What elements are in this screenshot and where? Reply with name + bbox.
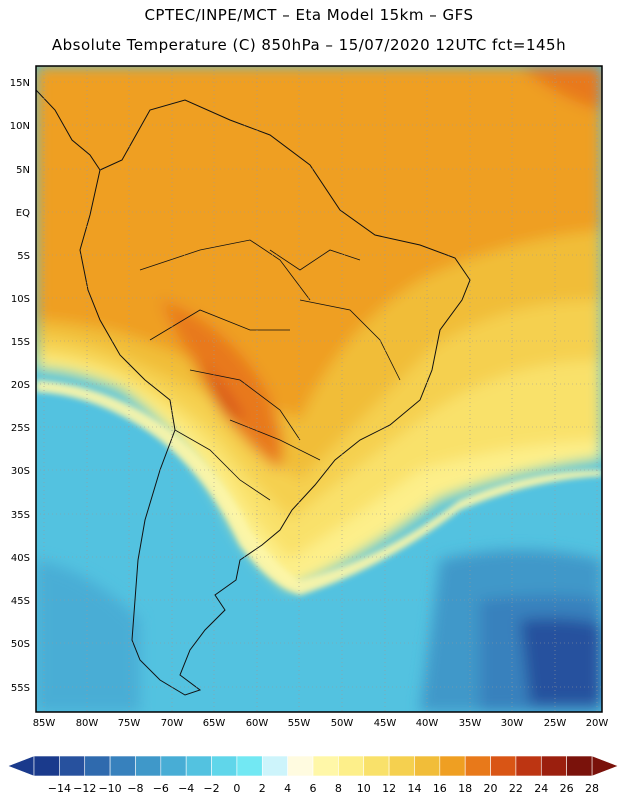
map-frame: [35, 65, 603, 713]
colorbar-max-arrow: [591, 755, 618, 777]
colorbar-swatch: [388, 755, 415, 777]
lon-label: 60W: [246, 718, 269, 729]
colorbar-label: −10: [98, 782, 121, 795]
lat-label: 55S: [11, 683, 30, 694]
colorbar-label: −8: [127, 782, 143, 795]
colorbar-swatch: [540, 755, 567, 777]
colorbar-label: 20: [484, 782, 498, 795]
colorbar-label: 16: [433, 782, 447, 795]
map-title-line2: Absolute Temperature (C) 850hPa – 15/07/…: [51, 36, 567, 54]
colorbar-swatch: [211, 755, 238, 777]
colorbar-label: 24: [534, 782, 548, 795]
colorbar-label: 8: [335, 782, 342, 795]
colorbar-label: 26: [560, 782, 574, 795]
colorbar-swatch: [236, 755, 263, 777]
colorbar-swatch: [312, 755, 339, 777]
colorbar-label: 2: [259, 782, 266, 795]
lon-label: 75W: [118, 718, 141, 729]
colorbar-label: −4: [178, 782, 194, 795]
lon-label: 25W: [544, 718, 567, 729]
colorbar-swatch: [490, 755, 517, 777]
lat-label: 10S: [11, 294, 30, 305]
central-america-coastline: [35, 89, 101, 171]
lat-label: 10N: [10, 121, 30, 132]
temperature-field: [36, 66, 602, 712]
lon-label: 35W: [459, 718, 482, 729]
lat-label: 15N: [10, 78, 30, 89]
lon-label: 65W: [203, 718, 226, 729]
colorbar-swatch: [287, 755, 314, 777]
lat-label: 20S: [11, 380, 30, 391]
colorbar-swatch: [414, 755, 441, 777]
colorbar-label: 14: [407, 782, 421, 795]
colorbar-swatch: [160, 755, 187, 777]
colorbar-label: 12: [382, 782, 396, 795]
colorbar-swatch: [363, 755, 390, 777]
lon-label: 30W: [501, 718, 524, 729]
lon-label: 45W: [374, 718, 397, 729]
lat-label: 35S: [11, 510, 30, 521]
lat-label: 15S: [11, 337, 30, 348]
colorbar-label: −12: [73, 782, 96, 795]
lat-label: 40S: [11, 553, 30, 564]
colorbar-label: 6: [310, 782, 317, 795]
lon-label: 20W: [586, 718, 609, 729]
lon-label: 85W: [33, 718, 56, 729]
lon-label: 70W: [161, 718, 184, 729]
colorbar-label: 18: [458, 782, 472, 795]
colorbar: −14 −12 −10 −8 −6 −4 −2 0 2 4 6 8 10 12 14 16 18 20 22 24 26…: [7, 755, 618, 795]
colorbar-swatch: [109, 755, 136, 777]
colorbar-swatch: [439, 755, 466, 777]
colorbar-swatch: [84, 755, 111, 777]
colorbar-min-arrow: [7, 755, 35, 777]
colorbar-label: −14: [48, 782, 71, 795]
lon-label: 50W: [331, 718, 354, 729]
colorbar-label: 28: [585, 782, 599, 795]
lat-label: 30S: [11, 466, 30, 477]
lat-label: 5N: [16, 165, 30, 176]
lat-label: 50S: [11, 639, 30, 650]
colorbar-label: 0: [233, 782, 240, 795]
colorbar-swatch: [464, 755, 491, 777]
colorbar-swatch: [515, 755, 542, 777]
colorbar-swatch: [135, 755, 162, 777]
colorbar-label: −2: [203, 782, 219, 795]
colorbar-label: 10: [357, 782, 371, 795]
lat-label: 5S: [17, 251, 30, 262]
lat-label: EQ: [16, 208, 30, 219]
colorbar-swatch: [261, 755, 288, 777]
lat-label: 45S: [11, 596, 30, 607]
lon-label: 55W: [288, 718, 311, 729]
lat-label: 25S: [11, 423, 30, 434]
lon-label: 80W: [76, 718, 99, 729]
colorbar-swatch: [338, 755, 365, 777]
lon-label: 40W: [416, 718, 439, 729]
map-title-line1: CPTEC/INPE/MCT – Eta Model 15km – GFS: [144, 6, 474, 24]
colorbar-swatch: [566, 755, 593, 777]
country-borders: [139, 239, 401, 501]
colorbar-label: 4: [284, 782, 291, 795]
colorbar-swatch: [59, 755, 86, 777]
south-america-coastline: [79, 99, 471, 696]
colorbar-swatch: [185, 755, 212, 777]
colorbar-label: 22: [509, 782, 523, 795]
colorbar-label: −6: [153, 782, 169, 795]
colorbar-swatch: [33, 755, 60, 777]
